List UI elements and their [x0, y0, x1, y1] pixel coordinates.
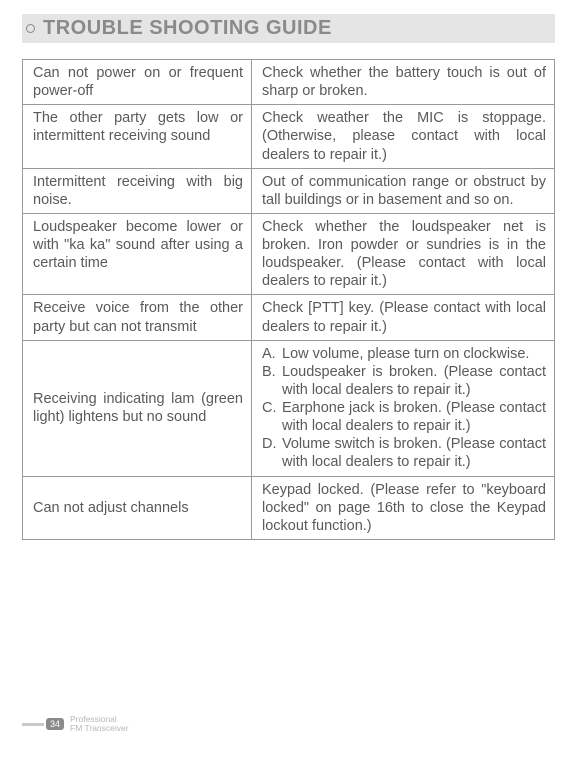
solution-cell: Check weather the MIC is stoppage. (Othe… [252, 105, 555, 168]
list-item: D.Volume switch is broken. (Please conta… [262, 435, 546, 471]
page-title: TROUBLE SHOOTING GUIDE [43, 17, 332, 40]
solution-cell: Check whether the loudspeaker net is bro… [252, 213, 555, 295]
page-number-badge: 34 [46, 718, 64, 730]
solution-cell: A.Low volume, please turn on clockwise.B… [252, 340, 555, 476]
list-text: Earphone jack is broken. (Please contact… [282, 399, 546, 435]
footer-text: Professional FM Transceiver [70, 715, 129, 733]
footer-line2: FM Transceiver [70, 724, 129, 733]
table-row: The other party gets low or intermittent… [23, 105, 555, 168]
list-label: A. [262, 345, 282, 363]
table-row: Can not adjust channelsKeypad locked. (P… [23, 476, 555, 539]
list-label: C. [262, 399, 282, 435]
problem-cell: Loudspeaker become lower or with "ka ka"… [23, 213, 252, 295]
table-row: Loudspeaker become lower or with "ka ka"… [23, 213, 555, 295]
footer-line [22, 723, 44, 726]
list-item: C.Earphone jack is broken. (Please conta… [262, 399, 546, 435]
problem-cell: Intermittent receiving with big noise. [23, 168, 252, 213]
table-row: Receive voice from the other party but c… [23, 295, 555, 340]
problem-cell: Can not adjust channels [23, 476, 252, 539]
problem-cell: Can not power on or frequent power-off [23, 60, 252, 105]
table-row: Intermittent receiving with big noise.Ou… [23, 168, 555, 213]
table-row: Receiving indicating lam (green light) l… [23, 340, 555, 476]
list-item: B.Loudspeaker is broken. (Please contact… [262, 363, 546, 399]
problem-cell: The other party gets low or intermittent… [23, 105, 252, 168]
bullet-icon [26, 24, 35, 33]
solution-cell: Out of communication range or obstruct b… [252, 168, 555, 213]
solution-cell: Check [PTT] key. (Please contact with lo… [252, 295, 555, 340]
list-text: Loudspeaker is broken. (Please contact w… [282, 363, 546, 399]
troubleshooting-table: Can not power on or frequent power-offCh… [22, 59, 555, 540]
list-label: B. [262, 363, 282, 399]
table-row: Can not power on or frequent power-offCh… [23, 60, 555, 105]
solution-cell: Check whether the battery touch is out o… [252, 60, 555, 105]
section-header: TROUBLE SHOOTING GUIDE [22, 14, 555, 43]
solution-cell: Keypad locked. (Please refer to "keyboar… [252, 476, 555, 539]
list-text: Volume switch is broken. (Please contact… [282, 435, 546, 471]
problem-cell: Receive voice from the other party but c… [23, 295, 252, 340]
problem-cell: Receiving indicating lam (green light) l… [23, 340, 252, 476]
list-item: A.Low volume, please turn on clockwise. [262, 345, 546, 363]
list-label: D. [262, 435, 282, 471]
list-text: Low volume, please turn on clockwise. [282, 345, 546, 363]
footer: 34 Professional FM Transceiver [22, 715, 129, 733]
